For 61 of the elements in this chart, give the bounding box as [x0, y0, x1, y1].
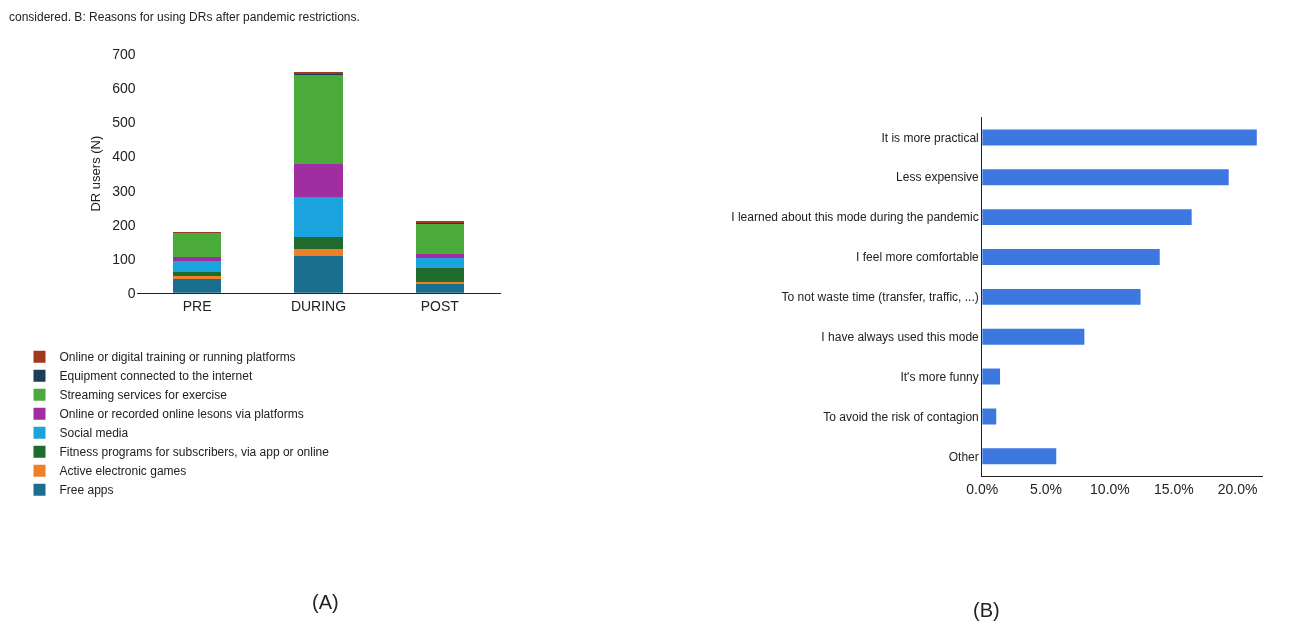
y-tick-label: I have always used this mode [821, 329, 980, 344]
bar [982, 448, 1057, 465]
y-tick-label: To not waste time (transfer, traffic, ...) [781, 290, 979, 305]
y-tick-label: 600 [112, 80, 136, 97]
legend-label: Fitness programs for subscribers, via app or online [59, 445, 330, 460]
text: (A) [312, 591, 339, 613]
legend-label: Social media [59, 426, 129, 441]
y-tick-label: To avoid the risk of contagion [823, 409, 979, 424]
y-tick-label: Less expensive [896, 170, 980, 185]
bar [982, 288, 1141, 305]
y-axis-title: DR users (N) [88, 135, 104, 212]
x-tick-label: 20.0% [1217, 481, 1258, 498]
y-tick-label: 400 [112, 148, 136, 165]
x-tick-label: PRE [182, 297, 212, 314]
bar [294, 236, 343, 250]
bar [982, 169, 1229, 186]
text: considered. B: Reasons for using DRs after pandemic restrictions. [9, 10, 360, 24]
bar [982, 209, 1192, 226]
legend-label: Equipment connected to the internet [59, 369, 253, 384]
legend-label: Online or digital training or running platforms [59, 350, 296, 365]
legend-label: Online or recorded online lesons via platforms [59, 407, 304, 422]
bar [982, 408, 997, 425]
bar [982, 328, 1085, 345]
y-tick-label: 100 [112, 250, 136, 267]
x-tick-label: 5.0% [1030, 481, 1063, 498]
x-tick-label: 15.0% [1153, 481, 1194, 498]
bar [294, 249, 343, 256]
legend-label: Active electronic games [59, 464, 187, 479]
bar [294, 197, 343, 237]
y-tick-label: I feel more comfortable [856, 250, 980, 265]
bar [415, 223, 465, 254]
y-tick-label: It's more funny [900, 369, 979, 384]
bar [294, 164, 343, 198]
x-tick-label: 10.0% [1090, 481, 1130, 498]
bar [172, 279, 222, 293]
bar [172, 233, 222, 257]
bar [172, 261, 222, 272]
y-tick-label: 0 [127, 284, 136, 301]
y-tick-label: It is more practical [881, 130, 979, 145]
bar [982, 129, 1257, 146]
bar [415, 253, 465, 258]
bar [172, 276, 222, 280]
y-tick-label: 500 [112, 114, 136, 131]
y-tick-label: 200 [112, 216, 136, 233]
bar [294, 255, 343, 293]
legend-label: Streaming services for exercise [59, 388, 228, 403]
text: (B) [973, 599, 1000, 621]
y-tick-label: 300 [112, 182, 136, 199]
bar [294, 74, 343, 165]
y-tick-label: 700 [112, 46, 136, 63]
bar [982, 249, 1160, 265]
bar [982, 368, 1001, 385]
y-tick-label: Other [948, 449, 979, 464]
bar [415, 284, 465, 293]
x-tick-label: DURING [290, 297, 347, 314]
legend-label: Free apps [59, 483, 114, 498]
x-tick-label: POST [420, 297, 460, 314]
y-tick-label: I learned about this mode during the pandemic [731, 210, 979, 225]
bar [415, 268, 465, 282]
bar [415, 257, 465, 269]
x-tick-label: 0.0% [966, 481, 999, 498]
